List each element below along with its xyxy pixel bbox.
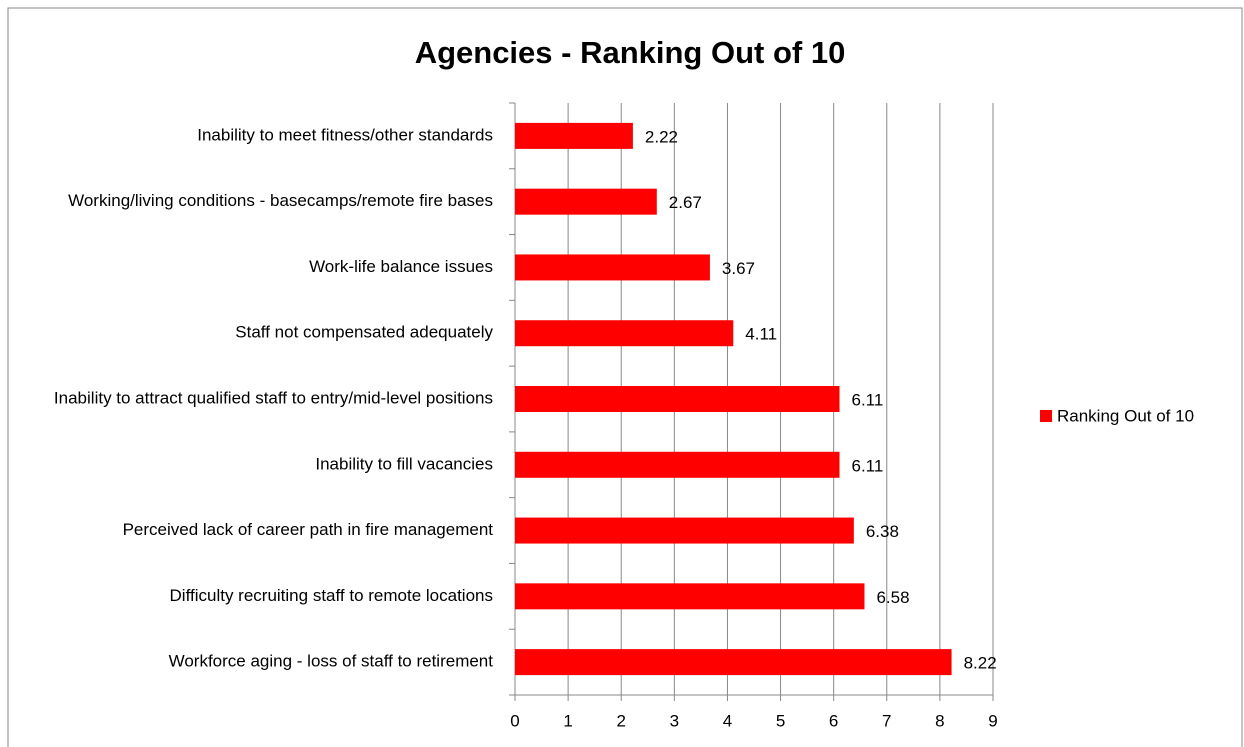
bar xyxy=(515,254,710,281)
bar xyxy=(515,583,865,610)
x-tick-label: 6 xyxy=(829,711,838,730)
x-tick-label: 5 xyxy=(776,711,785,730)
chart-border xyxy=(7,7,1243,747)
legend-label: Ranking Out of 10 xyxy=(1057,406,1194,425)
data-label: 6.38 xyxy=(866,522,899,541)
y-tick-label: Inability to attract qualified staff to … xyxy=(54,388,493,407)
x-tick-label: 1 xyxy=(563,711,572,730)
y-tick-label: Working/living conditions - basecamps/re… xyxy=(68,191,493,210)
x-tick-label: 2 xyxy=(616,711,625,730)
chart-title: Agencies - Ranking Out of 10 xyxy=(415,35,846,70)
bar xyxy=(515,386,840,412)
data-label: 2.67 xyxy=(669,193,702,212)
x-tick-label: 3 xyxy=(670,711,679,730)
data-label: 6.11 xyxy=(852,390,884,409)
bar xyxy=(515,320,734,347)
y-tick-label: Inability to fill vacancies xyxy=(315,454,493,473)
y-tick-label: Staff not compensated adequately xyxy=(235,323,493,342)
bar xyxy=(515,122,633,149)
x-tick-label: 0 xyxy=(510,711,519,730)
data-label: 6.58 xyxy=(876,588,909,607)
data-label: 2.22 xyxy=(645,127,678,146)
data-label: 6.11 xyxy=(852,456,884,475)
bar xyxy=(515,517,854,544)
y-tick-label: Perceived lack of career path in fire ma… xyxy=(123,520,494,539)
y-tick-label: Workforce aging - loss of staff to retir… xyxy=(169,652,494,671)
bar xyxy=(515,649,952,676)
x-tick-label: 9 xyxy=(988,711,997,730)
legend-swatch xyxy=(1040,410,1052,422)
data-label: 4.11 xyxy=(745,325,777,344)
bar xyxy=(515,188,657,215)
x-tick-label: 7 xyxy=(882,711,891,730)
x-tick-label: 4 xyxy=(723,711,732,730)
bar xyxy=(515,451,840,478)
y-tick-label: Inability to meet fitness/other standard… xyxy=(197,125,493,144)
y-tick-label: Work-life balance issues xyxy=(309,257,493,276)
data-label: 3.67 xyxy=(722,259,755,278)
x-tick-label: 8 xyxy=(935,711,944,730)
y-tick-label: Difficulty recruiting staff to remote lo… xyxy=(170,586,493,605)
data-label: 8.22 xyxy=(964,654,997,673)
